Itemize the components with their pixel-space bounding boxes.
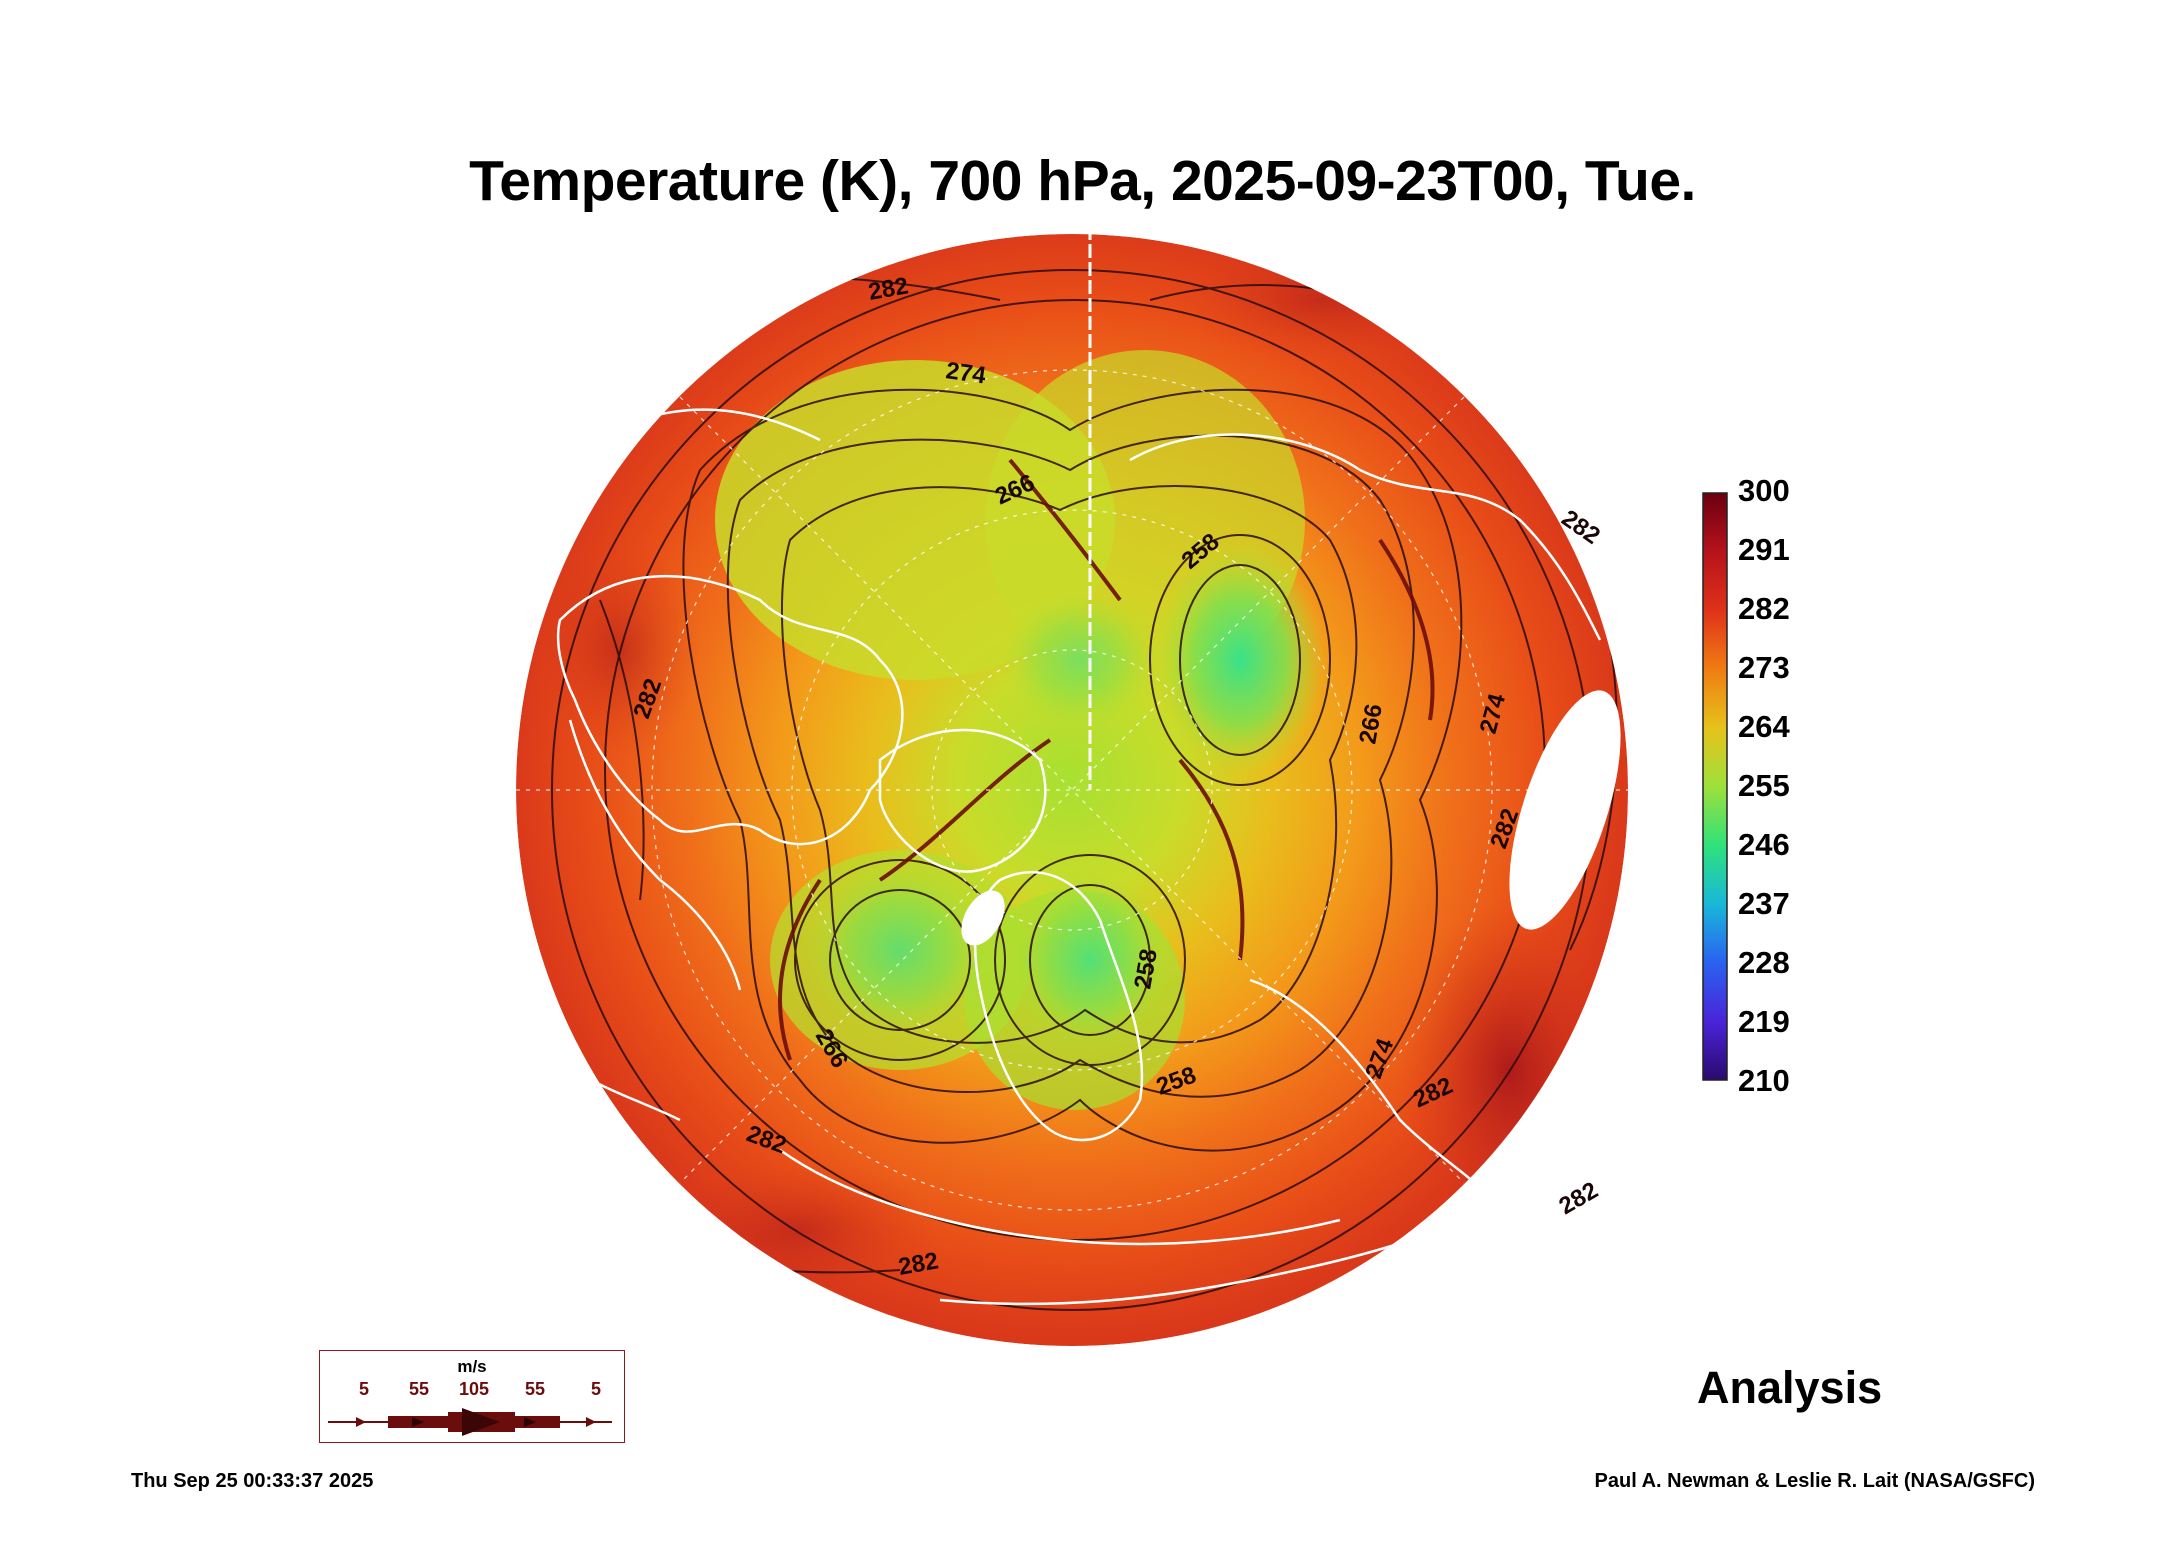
colorbar-label: 210 — [1738, 1063, 1790, 1098]
colorbar-label: 291 — [1738, 532, 1790, 567]
globe-field — [516, 234, 1628, 1346]
contour-label: 282 — [1555, 1177, 1603, 1220]
colorbar-label: 246 — [1738, 827, 1790, 862]
legend-speed: 5 — [590, 1379, 602, 1399]
legend-speed: 55 — [408, 1379, 430, 1399]
credit: Paul A. Newman & Leslie R. Lait (NASA/GS… — [1594, 1470, 2035, 1492]
legend-unit: m/s — [457, 1357, 487, 1376]
colorbar-label: 228 — [1738, 945, 1790, 980]
colorbar-label: 273 — [1738, 650, 1790, 685]
wind-speed-legend: m/s 5 55 105 55 5 — [319, 1350, 625, 1443]
legend-speed: 105 — [458, 1379, 490, 1399]
legend-speed: 55 — [524, 1379, 546, 1399]
contour-label: 274 — [944, 357, 988, 389]
colorbar-gradient — [1702, 492, 1728, 1081]
map-title: Temperature (K), 700 hPa, 2025-09-23T00,… — [469, 149, 1696, 213]
colorbar-label: 282 — [1738, 591, 1790, 626]
colorbar-label: 255 — [1738, 768, 1790, 803]
timestamp: Thu Sep 25 00:33:37 2025 — [131, 1470, 374, 1492]
colorbar-label: 300 — [1738, 473, 1790, 508]
analysis-label: Analysis — [1697, 1362, 1883, 1413]
colorbar-label: 264 — [1738, 709, 1790, 744]
colorbar-label: 219 — [1738, 1004, 1790, 1039]
legend-speed: 5 — [358, 1379, 370, 1399]
wind-legend-arrow — [328, 1408, 612, 1436]
colorbar-label: 237 — [1738, 886, 1790, 921]
colorbar — [1702, 492, 1728, 1081]
